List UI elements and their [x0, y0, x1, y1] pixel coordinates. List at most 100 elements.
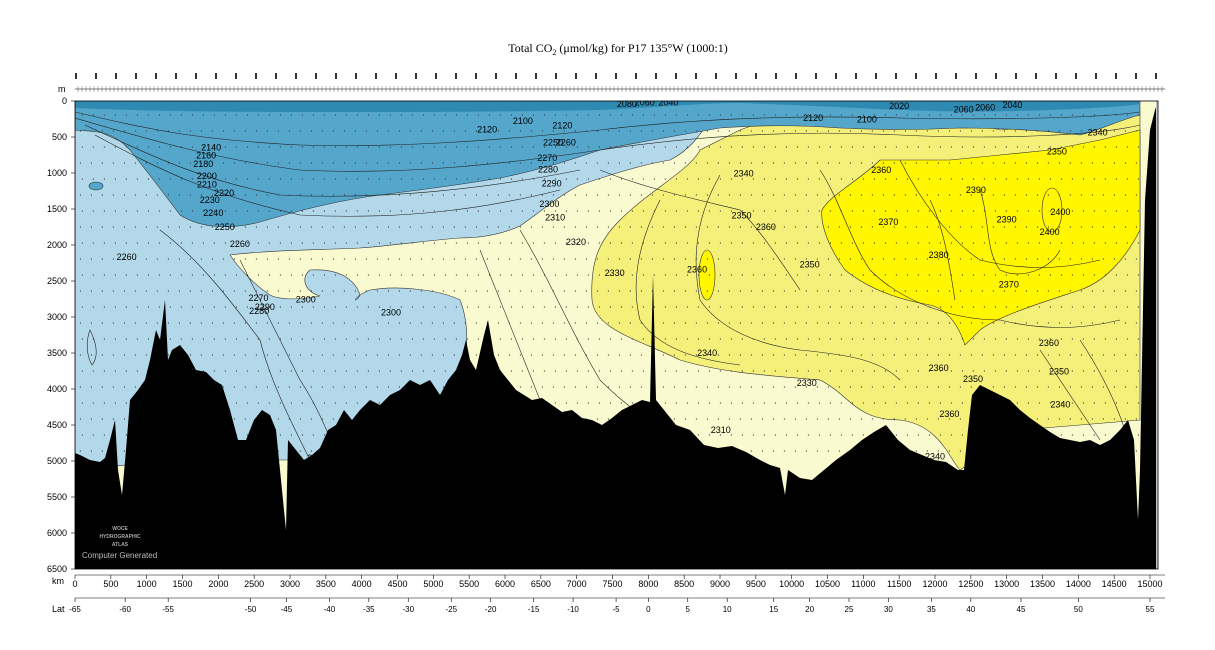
station-number-marker [155, 73, 157, 79]
sample-dot [818, 370, 820, 372]
sample-dot [565, 338, 567, 340]
sample-dot [697, 434, 699, 436]
sample-dot [444, 306, 446, 308]
sample-dot [1038, 306, 1040, 308]
sample-dot [552, 130, 554, 132]
sample-dot [761, 290, 763, 292]
station-number-marker [915, 73, 917, 79]
sample-dot [1047, 354, 1049, 356]
sample-dot [563, 162, 565, 164]
sample-dot [1049, 210, 1051, 212]
sample-dot [442, 162, 444, 164]
sample-dot [961, 114, 963, 116]
sample-dot [917, 370, 919, 372]
sample-dot [389, 370, 391, 372]
sample-dot [466, 146, 468, 148]
sample-dot [1016, 210, 1018, 212]
sample-dot [719, 210, 721, 212]
sample-dot [455, 210, 457, 212]
sample-dot [1069, 194, 1071, 196]
sample-dot [717, 290, 719, 292]
sample-dot [783, 354, 785, 356]
sample-dot [631, 370, 633, 372]
sample-dot [697, 306, 699, 308]
sample-dot [640, 226, 642, 228]
sample-dot [882, 386, 884, 388]
sample-dot [1049, 114, 1051, 116]
sample-dot [301, 370, 303, 372]
sample-dot [585, 354, 587, 356]
sample-dot [620, 242, 622, 244]
sample-dot [796, 338, 798, 340]
sample-dot [598, 370, 600, 372]
sample-dot [772, 194, 774, 196]
sample-dot [125, 370, 127, 372]
sample-dot [961, 370, 963, 372]
sample-dot [849, 418, 851, 420]
sample-dot [343, 194, 345, 196]
sample-dot [299, 226, 301, 228]
sample-dot [882, 418, 884, 420]
sample-dot [530, 258, 532, 260]
sample-dot [103, 178, 105, 180]
sample-dot [235, 242, 237, 244]
sample-dot [398, 130, 400, 132]
sample-dot [763, 306, 765, 308]
sample-dot [1047, 386, 1049, 388]
sample-dot [873, 210, 875, 212]
sample-dot [653, 178, 655, 180]
station-number-marker [1035, 73, 1037, 79]
sample-dot [257, 274, 259, 276]
sample-dot [970, 258, 972, 260]
sample-dot [499, 178, 501, 180]
station-number-marker [575, 73, 577, 79]
sample-dot [981, 290, 983, 292]
sample-dot [389, 274, 391, 276]
sample-dot [365, 226, 367, 228]
sample-dot [103, 338, 105, 340]
sample-dot [442, 194, 444, 196]
sample-dot [455, 338, 457, 340]
sample-dot [772, 386, 774, 388]
sample-dot [1124, 418, 1126, 420]
watermark-line-3: ATLAS [112, 542, 129, 548]
sample-dot [926, 450, 928, 452]
sample-dot [1060, 274, 1062, 276]
sample-dot [532, 370, 534, 372]
sample-dot [849, 322, 851, 324]
sample-dot [477, 210, 479, 212]
sample-dot [961, 338, 963, 340]
sample-dot [807, 274, 809, 276]
contour-value-label: 2060 [954, 105, 974, 115]
sample-dot [279, 146, 281, 148]
sample-dot [695, 162, 697, 164]
sample-dot [191, 338, 193, 340]
sample-dot [884, 210, 886, 212]
sample-dot [521, 274, 523, 276]
sample-dot [1115, 338, 1117, 340]
sample-dot [686, 178, 688, 180]
sample-dot [103, 242, 105, 244]
sample-dot [662, 130, 664, 132]
km-tick-label: 8000 [638, 579, 658, 589]
sample-dot [222, 386, 224, 388]
km-tick-label: 7000 [567, 579, 587, 589]
sample-dot [576, 146, 578, 148]
sample-dot [1047, 322, 1049, 324]
sample-dot [136, 274, 138, 276]
sample-dot [917, 146, 919, 148]
sample-dot [145, 226, 147, 228]
sample-dot [1091, 194, 1093, 196]
sample-dot [926, 194, 928, 196]
sample-dot [354, 290, 356, 292]
sample-dot [1069, 418, 1071, 420]
sample-dot [950, 210, 952, 212]
sample-dot [818, 434, 820, 436]
sample-dot [398, 226, 400, 228]
sample-dot [224, 370, 226, 372]
sample-dot [917, 338, 919, 340]
sample-dot [730, 434, 732, 436]
sample-dot [312, 178, 314, 180]
sample-dot [928, 274, 930, 276]
sample-dot [948, 450, 950, 452]
